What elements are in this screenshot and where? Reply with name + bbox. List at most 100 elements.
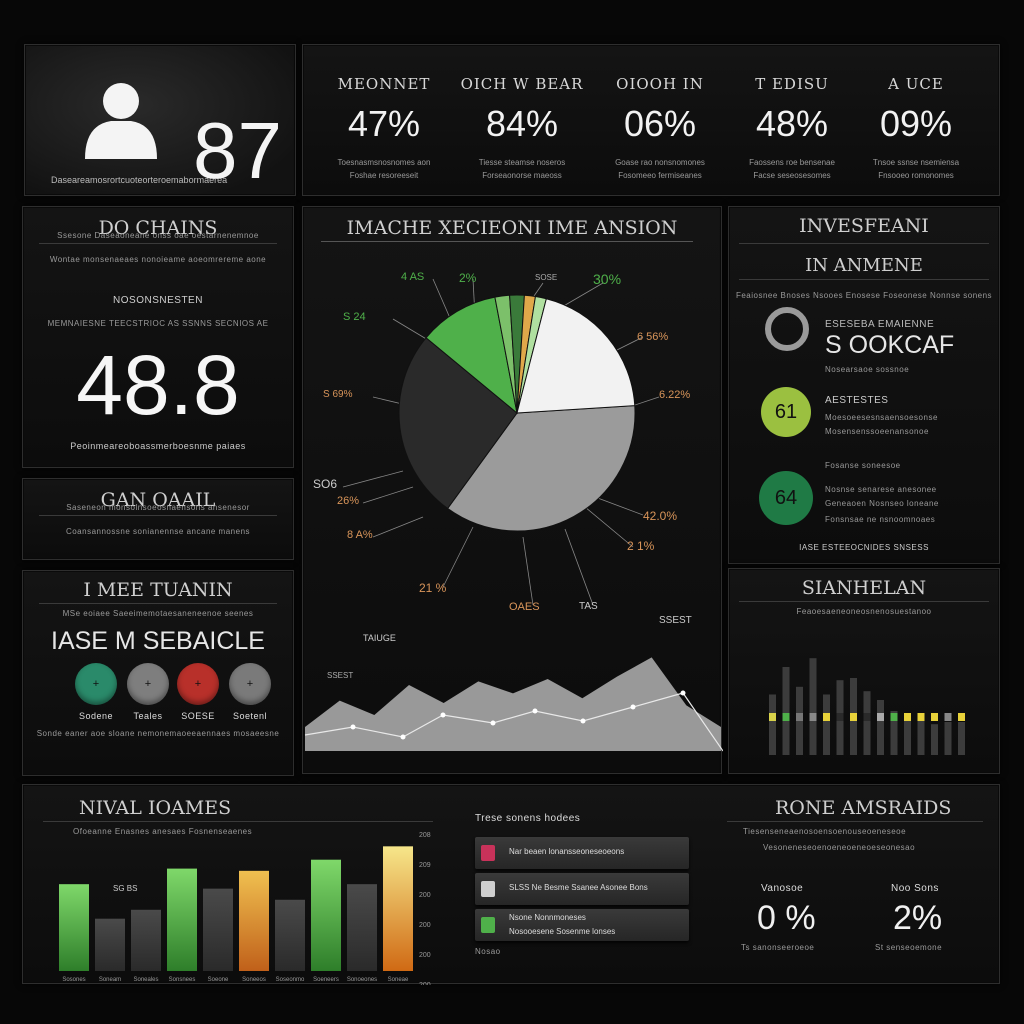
do-chains-panel: DO CHAINS Ssesone Daseaoneane onss oae o…	[22, 206, 294, 468]
item-title: Nosnse senarese anesonee	[825, 485, 937, 494]
service-button-label: Sodene	[78, 711, 114, 721]
pie-label: 6 56%	[637, 331, 669, 343]
y-tick-label: 200	[419, 892, 431, 899]
x-tick-label: Soeneers	[313, 977, 339, 983]
kpi-card[interactable]: OIOOH IN 06% Goase rao nonsnomones Fosome…	[595, 75, 725, 183]
signal-title: SIANHELAN	[801, 577, 927, 599]
service-button[interactable]: +	[127, 663, 169, 705]
pie-label: 21 %	[419, 581, 447, 595]
item-title: AESTESTES	[825, 395, 889, 406]
signal-marker	[890, 713, 898, 721]
y-tick-label: 200	[419, 952, 431, 959]
signal-marker	[958, 713, 965, 721]
bar	[275, 899, 305, 971]
pie-label: S 69%	[323, 389, 353, 400]
bottom-sub-right: Vesoneneseoenoeneoeneoeseonesao	[763, 843, 916, 852]
kpi-label: OIOOH IN	[616, 75, 704, 93]
kpi-panel: MEONNET 47% Toesnasmsnosnomes aon Foshae …	[302, 44, 1000, 196]
pie-leader-line	[372, 516, 424, 538]
legend-row[interactable]: Nsone Nonnmoneses Nosooesene Sosenme lon…	[475, 909, 689, 941]
signal-bar	[823, 694, 830, 755]
signal-bar	[877, 700, 884, 755]
y-tick-label: 200	[419, 922, 431, 929]
score-badge[interactable]: 61	[761, 387, 811, 437]
user-avatar-icon	[85, 83, 157, 159]
investment-title: INVESFEANI	[799, 215, 929, 237]
service-button-label: Teales	[133, 711, 163, 721]
legend-swatch	[481, 917, 495, 933]
bar	[383, 846, 413, 971]
y-tick-label: 200	[419, 982, 431, 985]
bottom-sub-right: Tiesenseneaenosoensoenouseoeneseoe	[743, 827, 907, 836]
signal-marker	[823, 713, 830, 721]
service-button-label: SOESE	[181, 711, 215, 721]
bar	[311, 859, 341, 971]
y-tick-label: 208	[419, 832, 431, 839]
x-tick-label: Soseonmo	[276, 977, 305, 983]
do-chains-title: DO CHAINS	[98, 217, 218, 239]
signal-marker	[904, 713, 911, 721]
bottom-title-left: NIVAL IOAMES	[79, 797, 232, 819]
stat-sub: St senseoemone	[875, 943, 943, 952]
do-chains-sub: Wontae monsenaeaes nonoieame aoeomrereme…	[49, 255, 267, 264]
pie-leader-line	[362, 486, 414, 504]
legend-row[interactable]: SLSS Ne Besme Ssanee Asonee Bons	[475, 873, 689, 905]
kpi-card[interactable]: MEONNET 47% Toesnasmsnosnomes aon Foshae …	[319, 75, 449, 183]
signal-marker	[917, 713, 925, 721]
kpi-card[interactable]: A UCE 09% Tnsoe ssnse nsemiensa Fnsooeo r…	[851, 75, 981, 183]
pie-label: SOSE	[535, 273, 558, 282]
kpi-label: T EDISU	[755, 75, 829, 93]
do-chains-sub: Ssesone Daseaoneane onss oae oestarnenem…	[57, 231, 259, 240]
bar	[203, 888, 233, 971]
profile-value: 87	[193, 106, 282, 195]
ring-icon	[765, 307, 809, 351]
x-tick-label: Soneales	[133, 977, 158, 983]
service-sub: MSe eoiaee Saeeimemotaesaneneenoe seenes	[62, 609, 254, 618]
service-button[interactable]: +	[75, 663, 117, 705]
x-tick-label: Soneam	[99, 977, 121, 983]
signal-marker	[877, 713, 884, 721]
investment-desc: Feaiosnee Bnoses Nsooes Enosese Foseones…	[735, 291, 993, 300]
pie-label: S 24	[343, 311, 366, 323]
item-line: Mosensenssoeenansonoe	[825, 427, 929, 436]
do-chains-value: 48.8	[76, 338, 240, 432]
area-point	[532, 708, 538, 714]
x-tick-label: Soneeos	[242, 977, 266, 983]
kpi-value: 06%	[623, 103, 697, 144]
service-button-label: Soetenl	[232, 711, 268, 721]
kpi-caption: Tnsoe ssnse nsemiensa Fnsooeo romonomes	[872, 158, 960, 180]
signal-bar	[931, 724, 938, 755]
legend-note: Nosao	[475, 947, 501, 956]
pie-label: SSEST	[327, 671, 354, 680]
signal-bar	[958, 722, 965, 755]
kpi-card[interactable]: OICH W BEAR 84% Tiesse steamse noseros Fo…	[457, 75, 587, 183]
score-badge[interactable]: 64	[759, 471, 813, 525]
x-tick-label: Soneae	[388, 977, 409, 983]
item-line: Geneaoen Nosnseo loneane	[825, 499, 939, 508]
signal-bar	[769, 694, 776, 755]
pie-leader-line	[594, 496, 644, 516]
stat-value: 2%	[893, 899, 943, 937]
kpi-card[interactable]: T EDISU 48% Faossens roe bensenae Facse s…	[727, 75, 857, 183]
bar	[167, 868, 197, 971]
legend-row[interactable]: Nar beaen lonansseoneseoeons	[475, 837, 689, 869]
bar	[95, 918, 125, 971]
pie-leader-line	[522, 536, 534, 606]
bar	[239, 870, 269, 971]
legend-text: Nsone Nonnmoneses	[509, 913, 586, 922]
add-icon: +	[246, 678, 254, 690]
legend-title: Trese sonens hodees	[475, 813, 581, 824]
kpi-value: 47%	[347, 103, 421, 144]
kpi-label: MEONNET	[337, 75, 431, 93]
x-tick-label: Soeone	[208, 977, 229, 983]
pie-label: 30%	[593, 271, 622, 287]
service-panel: I MEE TUANIN MSe eoiaee Saeeimemotaesane…	[22, 570, 294, 776]
item-line: Moesoeesesnsaensoesonse	[825, 413, 938, 422]
pie-slice	[446, 405, 636, 532]
service-button[interactable]: +	[177, 663, 219, 705]
signal-bar	[809, 658, 817, 755]
item-line: Fonsnsae ne nsnoomnoaes	[825, 515, 936, 524]
gan-sub: Saseneon monsolnsoeosnaensons ansenesor	[66, 503, 250, 512]
service-button[interactable]: +	[229, 663, 271, 705]
pie-panel: IMACHE XECIEONI IME ANSION 4 AS 2% SOSE …	[302, 206, 723, 774]
